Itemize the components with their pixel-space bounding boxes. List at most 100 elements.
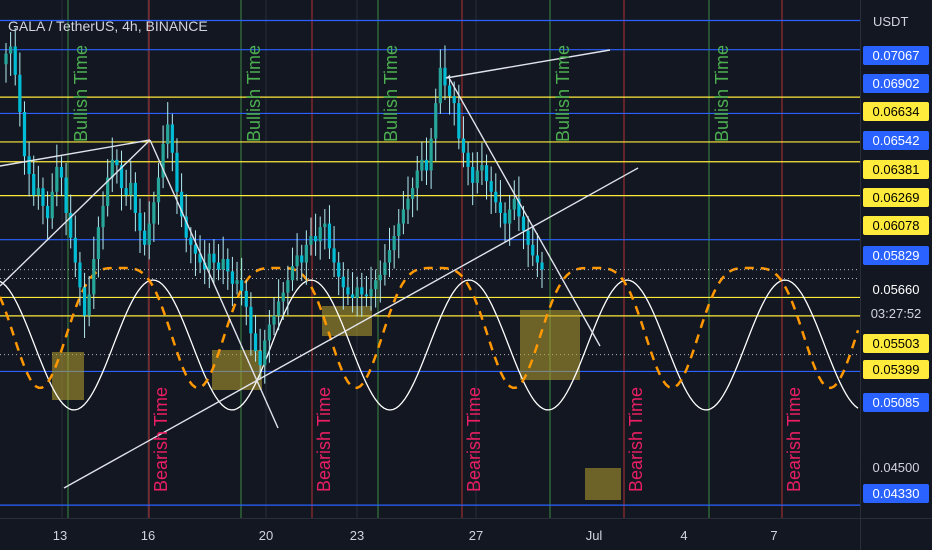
candle-body bbox=[383, 262, 387, 275]
bearish-time-label: Bearish Time bbox=[464, 387, 484, 492]
highlight-box bbox=[585, 468, 621, 500]
candle-body bbox=[387, 250, 392, 263]
candle-body bbox=[143, 230, 147, 245]
candle-body bbox=[484, 165, 489, 182]
candle-body bbox=[378, 274, 382, 281]
candle-body bbox=[235, 280, 239, 284]
candles bbox=[4, 28, 544, 384]
candle-body bbox=[119, 165, 124, 189]
trend-line bbox=[149, 139, 279, 429]
candle-body bbox=[392, 235, 396, 251]
candle-body bbox=[471, 166, 475, 183]
candle-body bbox=[300, 255, 304, 263]
time-axis[interactable]: 13 16 20 23 27 Jul 4 7 bbox=[0, 518, 860, 550]
candle-body bbox=[369, 289, 373, 297]
candle-body bbox=[166, 124, 170, 144]
candle-body bbox=[355, 287, 359, 298]
candle-body bbox=[161, 143, 165, 178]
candle-body bbox=[401, 209, 405, 224]
candle-body bbox=[226, 259, 230, 272]
highlight-box bbox=[52, 352, 84, 400]
bearish-time-label: Bearish Time bbox=[151, 387, 171, 492]
candle-body bbox=[156, 177, 161, 203]
candle-body bbox=[36, 188, 40, 196]
bullish-time-label: Bullish Time bbox=[712, 45, 732, 142]
candle-body bbox=[212, 253, 216, 263]
candle-body bbox=[424, 159, 429, 171]
candle-body bbox=[327, 223, 332, 249]
candle-body bbox=[92, 259, 96, 295]
candle-body bbox=[45, 205, 50, 219]
candle-body bbox=[221, 259, 225, 270]
candle-body bbox=[73, 237, 77, 263]
bearish-time-label: Bearish Time bbox=[784, 387, 804, 492]
candle-body bbox=[332, 248, 336, 263]
candle-body bbox=[101, 205, 105, 228]
price-label: 0.06902 bbox=[863, 74, 929, 93]
price-label: 0.06634 bbox=[863, 102, 929, 121]
candle-body bbox=[152, 202, 156, 224]
trend-line bbox=[0, 139, 151, 287]
currency-label: USDT bbox=[873, 14, 909, 29]
candle-body bbox=[129, 182, 133, 196]
price-chart[interactable]: Bullish Time Bullish Time Bullish Time Bull… bbox=[0, 0, 860, 518]
candle-body bbox=[360, 287, 364, 295]
candle-body bbox=[350, 294, 355, 298]
candle-body bbox=[411, 188, 415, 199]
price-label: 0.05503 bbox=[863, 334, 929, 353]
price-label: 0.05829 bbox=[863, 246, 929, 265]
candle-body bbox=[272, 315, 276, 325]
candle-body bbox=[244, 290, 248, 307]
candle-body bbox=[124, 188, 128, 196]
trend-line bbox=[445, 49, 611, 79]
trend-lines bbox=[0, 49, 639, 489]
price-label: 0.05399 bbox=[863, 360, 929, 379]
candle-body bbox=[249, 306, 253, 334]
candle-body bbox=[397, 223, 401, 236]
sine-wave bbox=[0, 279, 859, 411]
highlight-box bbox=[212, 350, 262, 390]
candle-body bbox=[461, 138, 466, 153]
candle-body bbox=[267, 324, 271, 341]
price-label: 0.06381 bbox=[863, 160, 929, 179]
time-label: Jul bbox=[585, 528, 603, 543]
candle-body bbox=[475, 170, 479, 183]
candle-body bbox=[517, 198, 521, 217]
candle-body bbox=[27, 156, 31, 174]
candle-body bbox=[341, 276, 345, 288]
candle-body bbox=[415, 170, 419, 189]
price-label: 0.05660 bbox=[863, 280, 929, 299]
candle-body bbox=[498, 202, 503, 213]
candle-body bbox=[170, 124, 174, 153]
candle-body bbox=[59, 166, 64, 178]
candle-body bbox=[4, 53, 8, 65]
candle-body bbox=[198, 253, 202, 263]
candle-body bbox=[346, 287, 350, 295]
candle-body bbox=[374, 280, 378, 290]
candle-body bbox=[295, 255, 299, 267]
highlight-box bbox=[520, 310, 580, 380]
candle-body bbox=[179, 191, 184, 217]
candle-body bbox=[443, 67, 447, 86]
candle-body bbox=[508, 209, 512, 224]
trend-line bbox=[447, 75, 601, 347]
candle-body bbox=[189, 237, 193, 245]
candle-body bbox=[216, 262, 221, 270]
candle-body bbox=[9, 46, 13, 54]
time-label: 20 bbox=[258, 528, 274, 543]
candle-body bbox=[466, 152, 470, 167]
dashed-cycle-wave bbox=[0, 266, 860, 390]
price-axis[interactable]: USDT 0.07067 0.06902 0.06634 0.06542 0.06381… bbox=[860, 0, 932, 518]
candle-body bbox=[480, 165, 484, 171]
candle-body bbox=[78, 262, 82, 288]
candle-body bbox=[535, 255, 539, 263]
candle-body bbox=[138, 212, 142, 231]
candle-body bbox=[50, 191, 54, 219]
time-label: 23 bbox=[349, 528, 365, 543]
candle-body bbox=[540, 262, 544, 270]
candle-body bbox=[457, 103, 461, 139]
time-label: 16 bbox=[140, 528, 156, 543]
candle-body bbox=[531, 244, 535, 256]
candle-body bbox=[406, 198, 410, 210]
